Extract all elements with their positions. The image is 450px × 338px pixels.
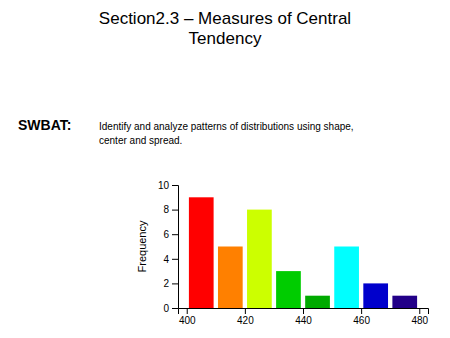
tick-label: 440 <box>295 315 312 326</box>
tick: 2 <box>163 278 178 289</box>
tick-label: 0 <box>163 303 169 314</box>
tick: 440 <box>295 308 312 326</box>
bars <box>189 197 417 308</box>
x-axis: 400 420 440 460 480 <box>179 308 429 326</box>
annotation: Identify and analyze patterns of distrib… <box>99 121 354 146</box>
tick-mark <box>172 185 178 186</box>
bar <box>218 247 243 309</box>
annotation: SWBAT: <box>18 117 71 133</box>
tick-label: 10 <box>158 180 170 191</box>
axis-line <box>172 186 179 309</box>
tick-mark <box>172 234 178 235</box>
bar <box>305 296 330 308</box>
tick: 8 <box>163 204 178 215</box>
tick-label: 400 <box>179 315 196 326</box>
plot: 400 420 440 460 480 0 2 4 6 8 10 Frequency <box>136 180 429 326</box>
tick: 400 <box>179 308 196 326</box>
tick-mark <box>172 259 178 260</box>
tick-label: 420 <box>237 315 254 326</box>
bar <box>334 247 359 309</box>
tick: 4 <box>163 254 178 265</box>
tick-label: 6 <box>163 229 169 240</box>
y-axis: 0 2 4 6 8 10 <box>158 180 179 314</box>
tick-mark <box>172 308 178 309</box>
tick-mark <box>245 308 246 314</box>
tick: 6 <box>163 229 178 240</box>
bar <box>247 210 272 308</box>
tick-mark <box>172 283 178 284</box>
tick: 480 <box>411 308 428 326</box>
tick-mark <box>361 308 362 314</box>
tick-mark <box>419 308 420 314</box>
tick-label: 2 <box>163 278 169 289</box>
tick-label: 480 <box>411 315 428 326</box>
tick-mark <box>303 308 304 314</box>
tick-mark <box>187 308 188 314</box>
tick-label: 460 <box>353 315 370 326</box>
tick: 420 <box>237 308 254 326</box>
tick-mark <box>172 210 178 211</box>
bar <box>363 283 388 308</box>
axis-line <box>179 309 429 315</box>
tick: 460 <box>353 308 370 326</box>
y-axis-label: Frequency <box>136 220 148 272</box>
bar <box>276 271 301 308</box>
title: Section2.3 – Measures of CentralTendency <box>99 9 351 48</box>
bar <box>189 197 214 308</box>
tick-label: 4 <box>163 254 169 265</box>
tick-label: 8 <box>163 204 169 215</box>
bar <box>392 296 417 308</box>
tick: 0 <box>163 303 178 314</box>
tick: 10 <box>158 180 178 191</box>
chart: Section2.3 – Measures of CentralTendency… <box>0 0 450 338</box>
